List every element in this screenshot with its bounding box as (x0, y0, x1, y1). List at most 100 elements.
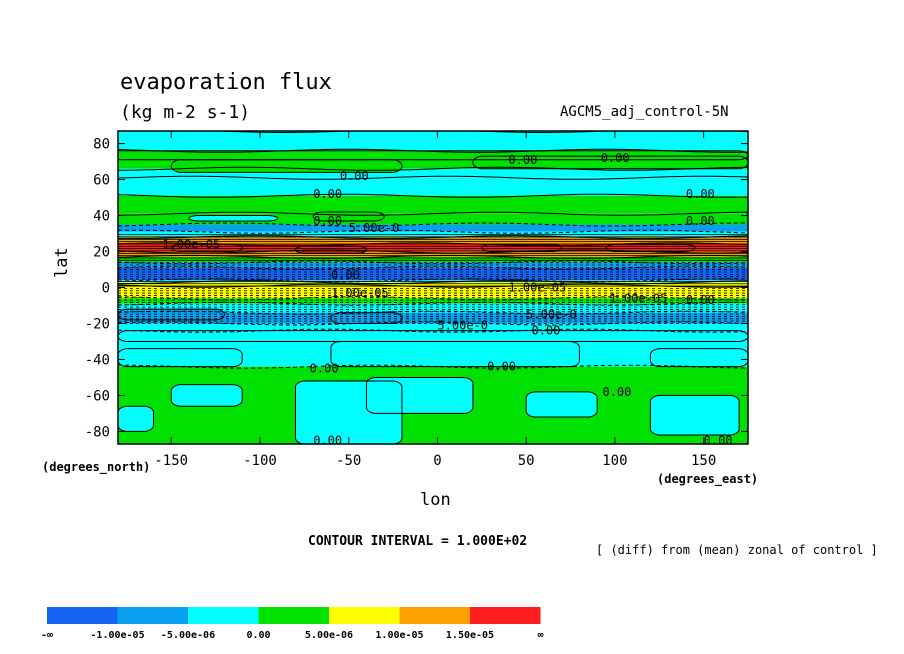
contour-patch (118, 348, 243, 367)
lat-band (118, 131, 748, 151)
lat-band (118, 168, 748, 178)
x-axis-label: lon (420, 490, 451, 510)
x-tick-label: 150 (691, 453, 716, 469)
contour-outline (312, 211, 385, 222)
contour-label: 0.00 (686, 293, 715, 307)
x-tick-label: -150 (154, 453, 188, 469)
contour-label: 1.00e-05 (331, 286, 389, 300)
lat-band (118, 244, 748, 252)
x-tick-label: -50 (336, 453, 361, 469)
colorbar-label: 5.00e-06 (305, 630, 353, 641)
contour-line (118, 321, 748, 326)
contour-label: 0.00 (686, 187, 715, 201)
contour-outline (188, 215, 279, 222)
contour-line (118, 166, 748, 171)
contour-patch (526, 391, 598, 418)
colorbar-label: 0.00 (246, 630, 270, 641)
lat-band (118, 237, 748, 245)
y-tick-label: -60 (85, 388, 110, 404)
lat-band (118, 224, 748, 232)
diff-note: [ (diff) from (mean) zonal of control ] (596, 543, 878, 557)
colorbar-swatch (470, 607, 541, 624)
y-tick-label: 60 (93, 173, 110, 189)
colorbar-swatch (47, 607, 118, 624)
contour-line (118, 193, 748, 198)
x-tick-label: -100 (243, 453, 277, 469)
contour-label: 0.00 (313, 214, 342, 228)
contour-patch (650, 395, 740, 436)
y-tick-label: 80 (93, 137, 110, 153)
x-units-label: (degrees_east) (657, 472, 759, 486)
contour-outline (605, 243, 696, 253)
lat-band (118, 312, 748, 324)
colorbar-label: -∞ (41, 630, 53, 641)
colorbar-swatch (329, 607, 400, 624)
lat-band (118, 213, 748, 225)
contour-patch (171, 159, 402, 173)
colorbar-label: ∞ (537, 630, 543, 641)
contour-outline (118, 308, 225, 321)
contour-label: 0.00 (340, 169, 369, 183)
contour-outline (118, 405, 154, 432)
contour-label: 0.00 (310, 361, 339, 375)
contour-outline (481, 243, 563, 253)
x-tick-label: 100 (602, 453, 627, 469)
contour-line (118, 222, 748, 227)
contour-label: 5.00e-0 (526, 307, 577, 321)
chart-units: (kg m-2 s-1) (120, 102, 251, 123)
y-tick-label: -20 (85, 316, 110, 332)
contour-patch (118, 406, 154, 432)
contour-label: 5.00e-0 (349, 221, 400, 235)
colorbar-label: -1.00e-05 (90, 630, 144, 641)
contour-patch (650, 348, 748, 367)
contour-label: 1.00e-05 (162, 237, 220, 251)
contour-label: 1.00e-05 (610, 291, 668, 305)
contour-label: 0.00 (331, 268, 360, 282)
y-units-label: (degrees_north) (42, 460, 151, 474)
lat-band (118, 323, 748, 331)
contour-label: 0.00 (704, 433, 733, 447)
contour-label: 0.00 (487, 360, 516, 374)
colorbar-swatch (117, 607, 188, 624)
colorbar-swatch (258, 607, 329, 624)
y-tick-label: -40 (85, 352, 110, 368)
contour-label: 0.00 (313, 433, 342, 447)
contour-outline (118, 348, 243, 368)
colorbar-label: 1.00e-05 (375, 630, 423, 641)
contour-outline (330, 340, 580, 368)
contour-label: 0.00 (601, 151, 630, 165)
contour-patch (171, 384, 243, 407)
contour-line (118, 175, 748, 180)
contour-patch (330, 341, 580, 367)
lat-band (118, 303, 748, 313)
lat-band (118, 177, 748, 196)
contour-outline (365, 376, 474, 414)
contour-patch (188, 215, 278, 221)
contour-line (118, 283, 748, 288)
lat-band (118, 298, 748, 304)
x-tick-label: 50 (518, 453, 535, 469)
contour-line (118, 148, 748, 153)
y-tick-label: 20 (93, 245, 110, 261)
contour-patch (313, 211, 385, 221)
run-label: AGCM5_adj_control-5N (560, 104, 729, 120)
contour-label: 0.00 (602, 385, 631, 399)
x-tick-label: 0 (433, 453, 441, 469)
lat-band (118, 195, 748, 214)
colorbar-label: -5.00e-06 (161, 630, 215, 641)
contour-label: 0.00 (686, 214, 715, 228)
contour-outline (472, 155, 748, 170)
contour-outline (649, 394, 740, 436)
lat-band (118, 251, 748, 257)
contour-line (118, 211, 748, 216)
colorbar-label: 1.50e-05 (446, 630, 494, 641)
contour-line (118, 229, 748, 234)
contour-patch (118, 330, 748, 342)
contour-outline (330, 312, 403, 324)
colorbar-swatch (399, 607, 470, 624)
lat-band (118, 256, 748, 263)
contour-label: 5.00e-0 (437, 318, 488, 332)
contour-label: 1.00e-05 (508, 281, 566, 295)
contour-outline (170, 384, 243, 407)
contour-outline (294, 245, 367, 254)
